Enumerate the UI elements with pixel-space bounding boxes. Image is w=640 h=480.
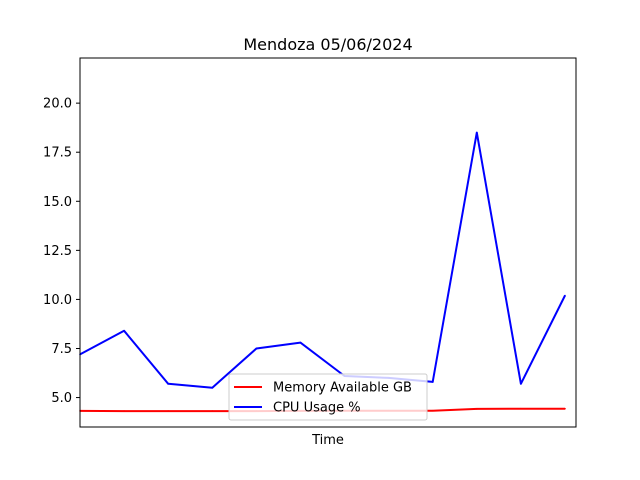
data-point — [431, 409, 434, 412]
data-point — [123, 330, 125, 332]
data-point — [211, 410, 214, 412]
y-tick-label: 12.5 — [43, 244, 72, 259]
data-point — [167, 383, 169, 385]
data-point — [564, 407, 566, 410]
legend-label: CPU Usage % — [273, 401, 361, 416]
data-point — [123, 410, 125, 412]
x-axis-label: Time — [311, 433, 344, 448]
data-point — [520, 407, 522, 410]
y-tick-label: 20.0 — [43, 97, 72, 112]
y-tick-label: 10.0 — [43, 293, 72, 308]
y-tick-label: 7.5 — [51, 342, 72, 357]
data-point — [211, 386, 214, 389]
data-point — [299, 341, 302, 344]
data-point — [564, 294, 566, 297]
data-point — [255, 347, 258, 350]
data-point — [520, 383, 522, 385]
y-axis: 5.0 7.5 10.0 12.5 15.0 17.5 20.0 — [43, 97, 80, 406]
legend: Memory Available GB CPU Usage % — [228, 373, 428, 421]
data-point — [476, 131, 478, 134]
data-point — [431, 381, 434, 383]
y-tick-label: 15.0 — [43, 195, 72, 210]
data-point — [476, 408, 478, 410]
plot-frame — [79, 57, 577, 428]
data-point — [167, 410, 169, 412]
series-line-cpu — [79, 131, 566, 389]
y-tick-label: 17.5 — [43, 146, 72, 161]
legend-box — [228, 373, 428, 421]
y-tick-label: 5.0 — [51, 391, 72, 406]
legend-label: Memory Available GB — [273, 381, 412, 396]
chart-title: Mendoza 05/06/2024 — [243, 35, 412, 54]
